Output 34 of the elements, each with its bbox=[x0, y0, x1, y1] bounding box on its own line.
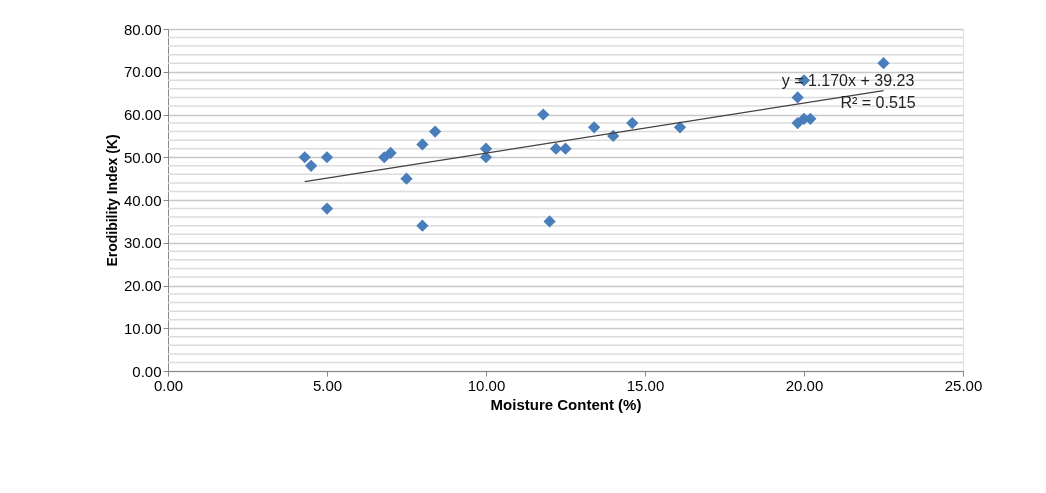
x-tick-label: 25.00 bbox=[944, 376, 983, 394]
point bbox=[320, 202, 334, 215]
point bbox=[537, 108, 550, 121]
point bbox=[304, 159, 318, 172]
point bbox=[543, 215, 556, 228]
annotation: R² = 0.515 bbox=[840, 94, 916, 111]
y-tick-label: 80.00 bbox=[123, 20, 162, 38]
y-tick-label: 50.00 bbox=[123, 148, 162, 166]
point bbox=[320, 151, 334, 164]
x-tick-label: 5.00 bbox=[312, 376, 343, 394]
y-tick-label: 60.00 bbox=[123, 106, 162, 123]
y-tick-label: 40.00 bbox=[123, 191, 162, 209]
point bbox=[384, 146, 397, 160]
point bbox=[429, 125, 442, 138]
point bbox=[673, 121, 687, 134]
point bbox=[298, 151, 311, 164]
x-tick-label: 15.00 bbox=[626, 376, 665, 394]
point bbox=[416, 138, 429, 151]
y-axis-title: Erodibility Index (K) bbox=[103, 134, 120, 267]
point bbox=[549, 142, 563, 155]
y-tick-label: 20.00 bbox=[123, 277, 162, 294]
point bbox=[559, 142, 572, 155]
x-axis-title: Moisture Content (%) bbox=[490, 395, 642, 413]
point bbox=[588, 121, 601, 134]
x-tick-label: 20.00 bbox=[785, 376, 824, 394]
point bbox=[416, 219, 429, 232]
point bbox=[877, 57, 890, 70]
y-tick-label: 10.00 bbox=[123, 319, 162, 337]
point bbox=[400, 172, 413, 185]
x-tick-label: 10.00 bbox=[467, 376, 506, 394]
y-tick-label: 70.00 bbox=[123, 63, 162, 81]
point bbox=[791, 91, 804, 104]
point bbox=[626, 116, 639, 130]
y-tick-label: 30.00 bbox=[123, 234, 162, 252]
